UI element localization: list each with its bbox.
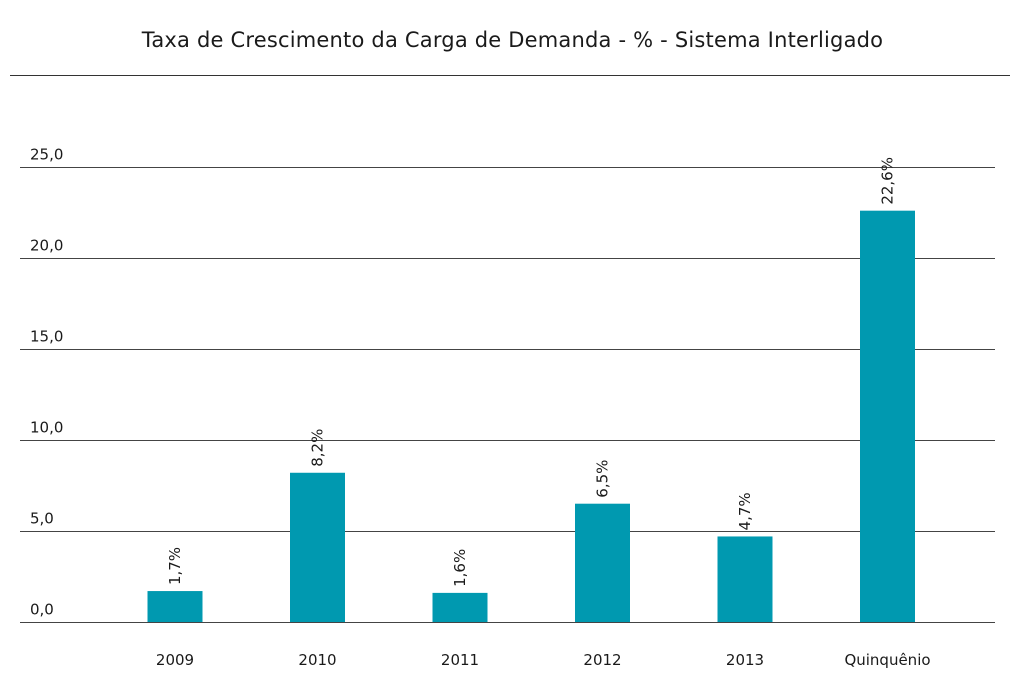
x-tick-label: 2011	[441, 651, 479, 669]
y-tick-label: 5,0	[30, 510, 54, 528]
y-tick-label: 25,0	[30, 146, 63, 164]
bar	[860, 210, 915, 622]
data-label: 8,2%	[309, 429, 327, 467]
gridlines	[20, 167, 995, 623]
title-divider	[10, 75, 1010, 76]
data-label: 1,6%	[451, 549, 469, 587]
data-label: 22,6%	[879, 157, 897, 205]
y-tick-label: 0,0	[30, 601, 54, 619]
y-tick-label: 10,0	[30, 419, 63, 437]
bar	[575, 503, 630, 622]
data-label: 4,7%	[736, 492, 754, 530]
x-tick-label: 2009	[156, 651, 194, 669]
y-tick-label: 15,0	[30, 328, 63, 346]
bar	[290, 472, 345, 622]
y-tick-label: 20,0	[30, 237, 63, 255]
y-axis-ticks: 0,0 5,0 10,0 15,0 20,0 25,0	[30, 146, 63, 619]
bar	[147, 591, 203, 622]
x-tick-label: 2012	[583, 651, 621, 669]
x-tick-label: 2010	[298, 651, 336, 669]
x-tick-label: 2013	[726, 651, 764, 669]
data-labels: 1,7% 8,2% 1,6% 6,5% 4,7% 22,6%	[166, 157, 897, 587]
bar	[432, 592, 488, 622]
chart-title: Taxa de Crescimento da Carga de Demanda …	[141, 28, 884, 52]
data-label: 6,5%	[594, 460, 612, 498]
data-label: 1,7%	[166, 547, 184, 585]
bars	[147, 210, 915, 622]
x-tick-label: Quinquênio	[844, 651, 930, 669]
x-axis-ticks: 2009 2010 2011 2012 2013 Quinquênio	[156, 651, 931, 669]
bar	[717, 536, 773, 622]
